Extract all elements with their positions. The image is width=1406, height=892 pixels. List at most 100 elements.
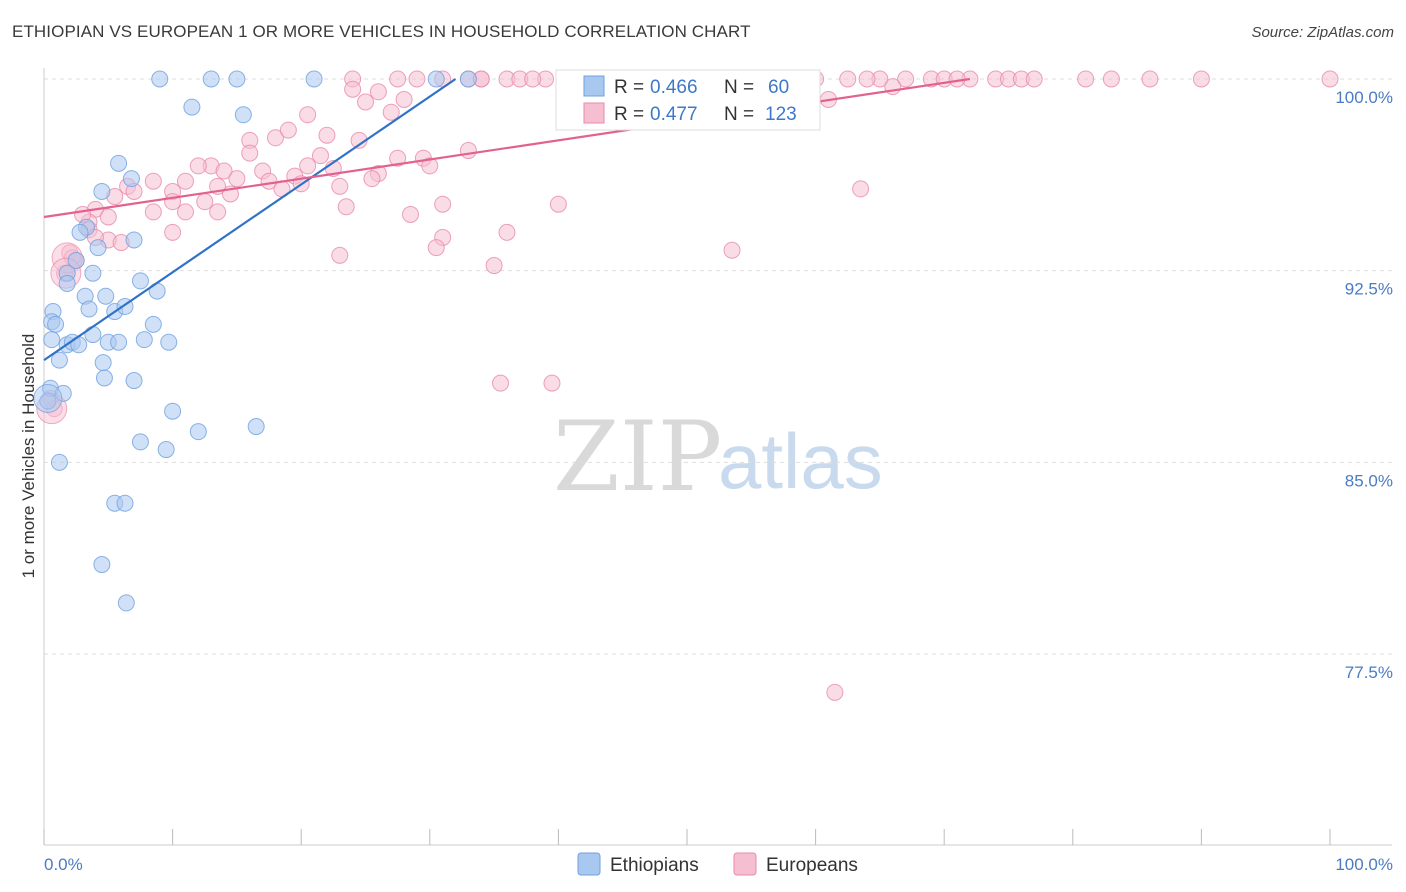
point-europeans bbox=[1192, 70, 1210, 88]
point-europeans bbox=[839, 70, 857, 88]
point-ethiopians bbox=[125, 372, 143, 390]
point-ethiopians bbox=[71, 223, 89, 241]
bottom-legend-swatch-ethiopians bbox=[577, 852, 601, 876]
legend-r-label-europeans: R = bbox=[614, 104, 644, 125]
point-europeans bbox=[427, 239, 445, 257]
point-europeans bbox=[492, 374, 510, 392]
point-europeans bbox=[279, 121, 297, 139]
legend-n-label-europeans: N = bbox=[724, 104, 754, 125]
point-europeans bbox=[485, 257, 503, 275]
y-tick-label: 77.5% bbox=[1345, 663, 1393, 682]
legend-r-value-europeans: 0.477 bbox=[650, 104, 698, 125]
point-ethiopians bbox=[202, 70, 220, 88]
bottom-legend: Ethiopians Europeans bbox=[577, 852, 858, 876]
x-tick-label-min: 0.0% bbox=[44, 855, 83, 874]
point-europeans bbox=[215, 162, 233, 180]
point-europeans bbox=[1141, 70, 1159, 88]
point-ethiopians bbox=[117, 594, 135, 612]
bottom-legend-label-europeans: Europeans bbox=[766, 855, 858, 876]
point-ethiopians bbox=[125, 231, 143, 249]
point-europeans bbox=[382, 103, 400, 121]
point-europeans bbox=[299, 157, 317, 175]
y-tick-labels: 77.5% 85.0% 92.5% 100.0% bbox=[1335, 88, 1393, 682]
watermark: ZIP atlas bbox=[553, 401, 883, 513]
point-europeans bbox=[196, 193, 214, 211]
bottom-legend-label-ethiopians: Ethiopians bbox=[610, 855, 699, 876]
point-europeans bbox=[337, 198, 355, 216]
legend-swatch-europeans bbox=[583, 102, 605, 124]
legend-n-value-ethiopians: 60 bbox=[768, 77, 789, 98]
legend-r-label-ethiopians: R = bbox=[614, 77, 644, 98]
point-ethiopians bbox=[89, 239, 107, 257]
stats-legend: R = 0.466 N = 60 R = 0.477 N = 123 bbox=[555, 69, 821, 131]
point-ethiopians bbox=[110, 154, 128, 172]
point-europeans bbox=[459, 142, 477, 160]
point-ethiopians bbox=[94, 354, 112, 372]
point-europeans bbox=[369, 83, 387, 101]
point-ethiopians bbox=[97, 287, 115, 305]
point-europeans bbox=[389, 70, 407, 88]
point-ethiopians bbox=[84, 326, 102, 344]
axes bbox=[43, 68, 1392, 846]
point-europeans bbox=[331, 246, 349, 264]
point-ethiopians bbox=[93, 182, 111, 200]
legend-n-value-europeans: 123 bbox=[765, 104, 797, 125]
bottom-legend-swatch-europeans bbox=[733, 852, 757, 876]
point-europeans bbox=[826, 683, 844, 701]
point-europeans bbox=[331, 177, 349, 195]
point-europeans bbox=[395, 90, 413, 108]
watermark-atlas: atlas bbox=[718, 417, 883, 505]
point-europeans bbox=[897, 70, 915, 88]
point-europeans bbox=[408, 70, 426, 88]
point-ethiopians bbox=[459, 70, 477, 88]
chart-title: ETHIOPIAN VS EUROPEAN 1 OR MORE VEHICLES… bbox=[12, 22, 751, 41]
point-europeans bbox=[421, 157, 439, 175]
y-axis-label: 1 or more Vehicles in Household bbox=[19, 334, 38, 579]
point-europeans bbox=[852, 180, 870, 198]
point-ethiopians bbox=[157, 441, 175, 459]
point-europeans bbox=[858, 70, 876, 88]
point-ethiopians bbox=[427, 70, 445, 88]
point-ethiopians bbox=[131, 433, 149, 451]
point-europeans bbox=[164, 223, 182, 241]
trend-line-europeans bbox=[43, 77, 971, 219]
watermark-zip: ZIP bbox=[553, 401, 722, 513]
x-tick-marks bbox=[43, 829, 1331, 845]
point-europeans bbox=[498, 223, 516, 241]
point-ethiopians-large bbox=[33, 383, 63, 413]
point-ethiopians bbox=[43, 331, 61, 349]
point-ethiopians bbox=[84, 264, 102, 282]
point-europeans bbox=[209, 203, 227, 221]
point-ethiopians bbox=[50, 351, 68, 369]
point-europeans bbox=[176, 172, 194, 190]
point-ethiopians bbox=[110, 333, 128, 351]
point-ethiopians bbox=[131, 272, 149, 290]
point-europeans bbox=[543, 374, 561, 392]
point-europeans bbox=[549, 195, 567, 213]
point-europeans bbox=[723, 241, 741, 259]
point-europeans bbox=[228, 170, 246, 188]
point-europeans bbox=[389, 149, 407, 167]
grid-lines bbox=[44, 78, 1392, 655]
point-ethiopians bbox=[58, 274, 76, 292]
point-europeans bbox=[1321, 70, 1339, 88]
point-ethiopians bbox=[234, 106, 252, 124]
series-europeans-points bbox=[36, 70, 1339, 701]
point-europeans bbox=[241, 144, 259, 162]
point-ethiopians bbox=[47, 315, 65, 333]
point-europeans bbox=[1025, 70, 1043, 88]
point-europeans bbox=[363, 170, 381, 188]
point-europeans bbox=[144, 203, 162, 221]
point-ethiopians bbox=[247, 418, 265, 436]
point-ethiopians bbox=[80, 300, 98, 318]
point-europeans bbox=[99, 208, 117, 226]
trend-line-ethiopians bbox=[43, 78, 457, 362]
point-ethiopians bbox=[144, 315, 162, 333]
y-tick-label: 100.0% bbox=[1335, 88, 1393, 107]
point-ethiopians bbox=[183, 98, 201, 116]
point-europeans bbox=[318, 126, 336, 144]
point-ethiopians bbox=[189, 423, 207, 441]
point-ethiopians bbox=[50, 453, 68, 471]
point-ethiopians bbox=[151, 70, 169, 88]
